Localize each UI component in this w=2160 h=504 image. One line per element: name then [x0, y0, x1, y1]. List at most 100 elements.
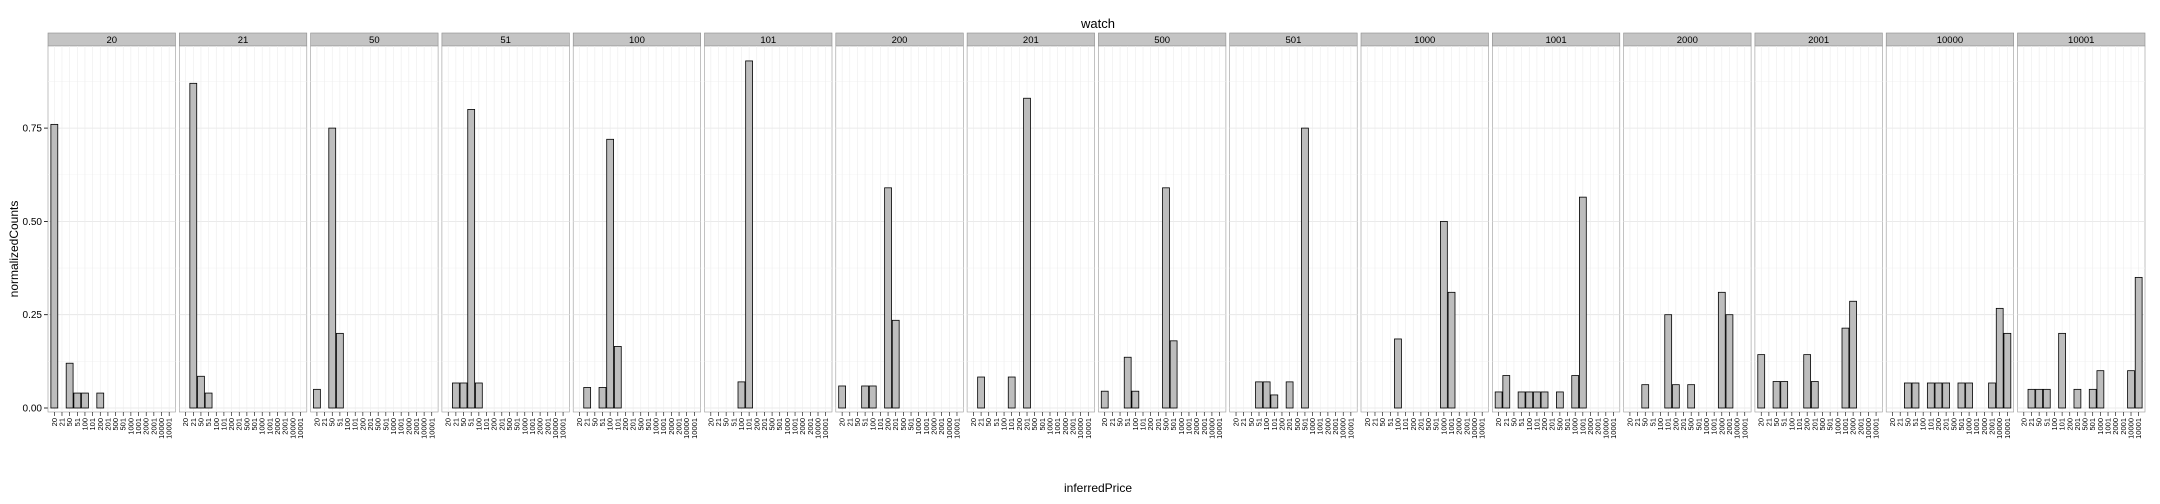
x-tick-label: 200 [2065, 418, 2074, 431]
bar [1757, 354, 1766, 409]
x-tick-label: 10000 [2127, 418, 2136, 439]
x-tick-label: 2001 [2119, 418, 2128, 435]
x-tick-label: 21 [1633, 418, 1642, 426]
x-tick-label: 1001 [1316, 418, 1325, 435]
x-tick-label: 21 [1502, 418, 1511, 426]
facet-strip-label: 51 [500, 35, 511, 46]
x-tick-label: 201 [103, 418, 112, 431]
bar [977, 376, 985, 409]
facet-strip-label: 2000 [1677, 35, 1698, 46]
bar [1571, 375, 1580, 409]
x-tick-label: 201 [366, 418, 375, 431]
bar [1641, 384, 1650, 409]
x-tick-label: 500 [505, 418, 514, 431]
x-tick-label: 200 [1409, 418, 1418, 431]
x-tick-label: 201 [2073, 418, 2082, 431]
x-tick-label: 100 [1262, 418, 1271, 431]
x-tick-label: 10000 [1339, 418, 1348, 439]
x-tick-label: 2000 [667, 418, 676, 435]
facet-strip-label: 2001 [1808, 35, 1829, 46]
x-tick-label: 101 [1926, 418, 1935, 431]
bar [1255, 381, 1263, 409]
x-tick-label: 51 [1386, 418, 1395, 426]
x-tick-label: 20 [312, 418, 321, 426]
x-tick-label: 2000 [1980, 418, 1989, 435]
x-tick-label: 51 [1780, 418, 1789, 426]
x-tick-label: 201 [235, 418, 244, 431]
x-tick-label: 1001 [1184, 418, 1193, 435]
x-tick-label: 2000 [536, 418, 545, 435]
x-tick-label: 500 [2081, 418, 2090, 431]
x-tick-label: 100 [343, 418, 352, 431]
bar [475, 382, 483, 409]
x-tick-label: 21 [714, 418, 723, 426]
x-tick-label: 200 [884, 418, 893, 431]
facet-strip-label: 10000 [1937, 35, 1963, 46]
x-tick-label: 51 [729, 418, 738, 426]
x-tick-label: 101 [219, 418, 228, 431]
bar [745, 60, 753, 409]
x-tick-label: 10001 [296, 418, 305, 439]
x-tick-label: 200 [227, 418, 236, 431]
x-tick-label: 100 [1525, 418, 1534, 431]
panel-background [1754, 45, 1883, 413]
facet-strip-label: 200 [892, 35, 908, 46]
x-tick-label: 21 [1108, 418, 1117, 426]
bar [1533, 391, 1541, 409]
facet-panel: 2001202150511001012002015005011000100120… [1754, 32, 1883, 439]
x-tick-label: 1001 [1972, 418, 1981, 435]
x-tick-label: 10000 [1470, 418, 1479, 439]
x-tick-label: 101 [876, 418, 885, 431]
bar [1262, 381, 1271, 409]
x-tick-label: 2000 [273, 418, 282, 435]
x-tick-label: 501 [907, 418, 916, 431]
x-tick-label: 21 [977, 418, 986, 426]
x-tick-label: 2001 [1068, 418, 1077, 435]
x-tick-label: 500 [1161, 418, 1170, 431]
bar [1517, 391, 1526, 409]
x-tick-label: 51 [73, 418, 82, 426]
x-tick-label: 1001 [791, 418, 800, 435]
bar [1810, 381, 1819, 409]
bar [2042, 388, 2051, 409]
x-tick-label: 2001 [1200, 418, 1209, 435]
x-tick-label: 101 [1795, 418, 1804, 431]
bar [336, 332, 344, 409]
bar [1995, 307, 2004, 409]
x-tick-label: 501 [1169, 418, 1178, 431]
bar [1934, 382, 1943, 409]
bar [1926, 382, 1935, 409]
x-tick-label: 500 [1424, 418, 1433, 431]
x-tick-label: 20 [444, 418, 453, 426]
x-tick-label: 1000 [1439, 418, 1448, 435]
x-tick-label: 100 [1656, 418, 1665, 431]
x-tick-label: 100 [606, 418, 615, 431]
x-tick-label: 101 [1270, 418, 1279, 431]
x-tick-label: 1000 [126, 418, 135, 435]
bar [606, 138, 614, 409]
facet-strip-label: 100 [629, 35, 645, 46]
bar [467, 109, 476, 409]
x-tick-label: 2001 [1988, 418, 1997, 435]
x-tick-label: 2000 [2111, 418, 2120, 435]
bar [1672, 384, 1680, 409]
panel-background [1885, 45, 2014, 413]
x-tick-label: 1001 [528, 418, 537, 435]
x-tick-label: 501 [1957, 418, 1966, 431]
x-tick-label: 51 [1517, 418, 1526, 426]
x-tick-label: 501 [644, 418, 653, 431]
bar [81, 392, 89, 409]
x-tick-label: 1001 [134, 418, 143, 435]
x-tick-label: 1000 [520, 418, 529, 435]
x-tick-label: 21 [1896, 418, 1905, 426]
x-tick-label: 10000 [1864, 418, 1873, 439]
x-tick-label: 20 [1100, 418, 1109, 426]
x-tick-label: 200 [1015, 418, 1024, 431]
bar [50, 123, 59, 409]
x-tick-label: 51 [1648, 418, 1657, 426]
x-tick-label: 10001 [427, 418, 436, 439]
bar [1841, 327, 1850, 409]
x-tick-label: 101 [1664, 418, 1673, 431]
facet-strip-label: 10001 [2068, 35, 2094, 46]
bar [65, 362, 74, 409]
